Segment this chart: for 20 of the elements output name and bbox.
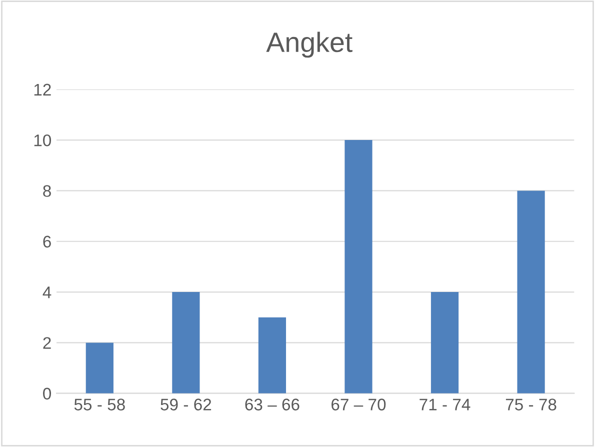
x-tick-label: 63 – 66 (245, 398, 300, 410)
bar (430, 292, 459, 394)
chart-title: Angket (266, 32, 352, 58)
y-tick-label: 6 (43, 236, 51, 248)
x-tick-label: 71 - 74 (420, 398, 470, 410)
bar (517, 190, 545, 394)
bar (344, 140, 372, 394)
y-tick-label: 0 (43, 388, 52, 400)
bar (172, 292, 200, 394)
bar (258, 317, 286, 394)
x-tick-label: 55 - 58 (74, 398, 125, 410)
bar (86, 342, 114, 394)
y-tick-label: 2 (43, 337, 51, 349)
y-tick-label: 10 (34, 134, 52, 146)
x-tick-label: 59 - 62 (160, 398, 212, 410)
y-tick-label: 4 (42, 286, 52, 298)
x-tick-label: 75 - 78 (506, 398, 556, 410)
x-tick-label: 67 – 70 (332, 398, 386, 410)
y-tick-label: 12 (34, 84, 51, 96)
y-tick-label: 8 (43, 185, 51, 197)
